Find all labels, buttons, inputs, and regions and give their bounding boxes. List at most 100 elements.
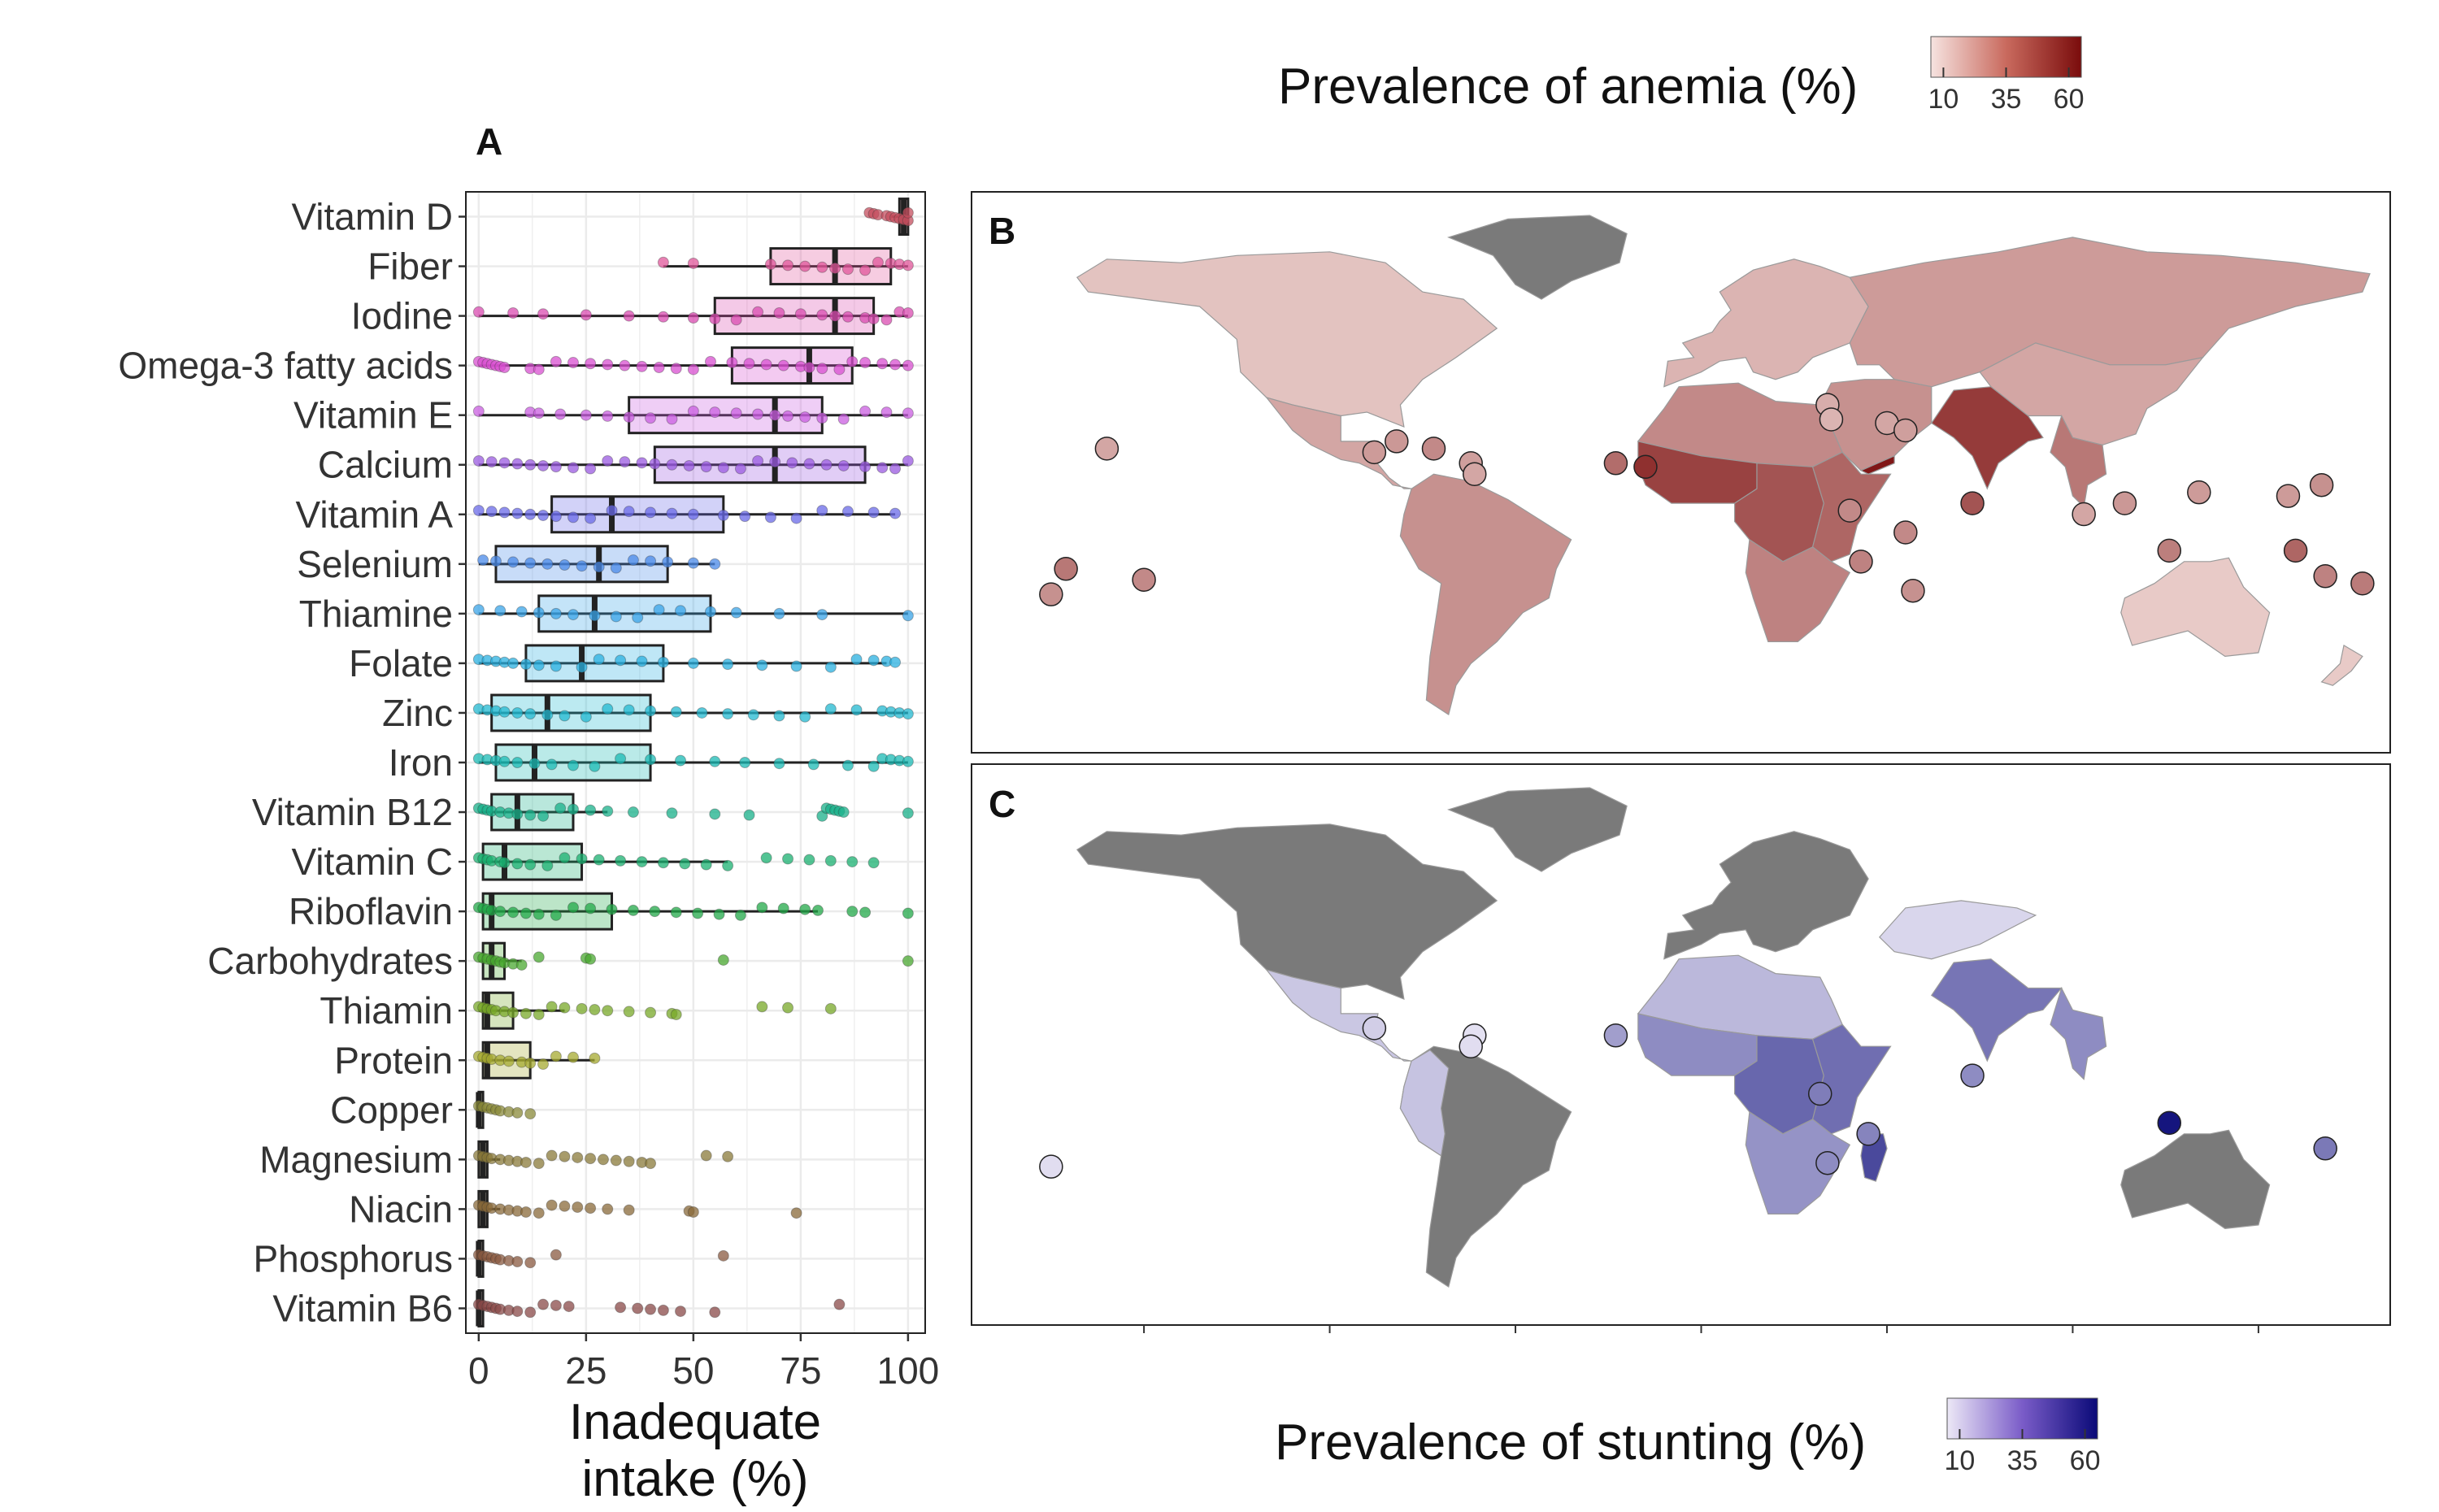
- data-point: [636, 655, 648, 667]
- data-point: [589, 760, 601, 772]
- data-point: [507, 1006, 520, 1019]
- category-label: Omega-3 fatty acids: [118, 345, 453, 387]
- panel-c-island-points: [1039, 1016, 2337, 1179]
- data-point: [550, 461, 562, 473]
- panel-a-boxplot: A Vitamin D Fiber Iodine Omega-3 fatty acid…: [118, 120, 939, 1507]
- data-point: [511, 808, 524, 820]
- data-point: [489, 555, 502, 567]
- data-point: [876, 358, 889, 370]
- data-point: [709, 313, 721, 325]
- data-point: [623, 1006, 635, 1018]
- data-point: [511, 1256, 524, 1268]
- island-point: [1421, 437, 1446, 461]
- data-point: [679, 858, 691, 870]
- data-point: [782, 259, 794, 272]
- island-point: [1385, 429, 1409, 454]
- data-point: [632, 1302, 644, 1314]
- island-point: [1603, 451, 1628, 476]
- data-point: [645, 506, 657, 519]
- data-point: [623, 1155, 635, 1167]
- legend-tick-label: 35: [1991, 84, 2022, 115]
- data-point: [803, 458, 815, 470]
- data-point: [799, 710, 811, 723]
- data-point: [541, 558, 554, 570]
- data-point: [593, 561, 605, 573]
- data-point: [477, 554, 489, 567]
- region-southeast-asia: [2050, 414, 2107, 508]
- data-point: [872, 256, 884, 268]
- data-point: [524, 809, 537, 821]
- data-point: [902, 755, 914, 767]
- data-point: [507, 556, 520, 568]
- data-point: [524, 1108, 537, 1120]
- data-point: [537, 1058, 550, 1071]
- data-point: [846, 355, 859, 367]
- island-point: [1960, 491, 1985, 515]
- region-australia: [2120, 557, 2271, 658]
- data-point: [687, 312, 699, 324]
- island-point: [1054, 557, 1078, 581]
- data-point: [550, 1050, 562, 1062]
- data-point: [645, 1303, 657, 1315]
- data-point: [807, 758, 820, 771]
- data-point: [619, 359, 631, 371]
- data-point: [576, 1002, 588, 1015]
- data-point: [782, 853, 794, 865]
- data-point: [666, 807, 678, 819]
- data-point: [700, 858, 712, 871]
- island-point: [1132, 567, 1156, 592]
- data-point: [709, 808, 721, 820]
- data-point: [752, 306, 764, 318]
- legend-tick-label: 60: [2054, 84, 2085, 115]
- island-point: [1849, 550, 1873, 574]
- data-point: [623, 506, 635, 518]
- island-point: [2313, 564, 2337, 589]
- data-point: [670, 906, 682, 919]
- data-point: [790, 1207, 802, 1219]
- region-north-america: [1076, 823, 1498, 1000]
- panel-c-legend-title: Prevalence of stunting (%): [1275, 1414, 1866, 1471]
- island-point: [1039, 1154, 1063, 1179]
- data-point: [567, 902, 580, 914]
- data-point: [550, 909, 562, 921]
- data-point: [833, 363, 846, 376]
- island-point: [2157, 1110, 2181, 1136]
- data-point: [580, 710, 592, 723]
- data-point: [627, 554, 639, 567]
- category-label: Calcium: [318, 444, 453, 486]
- island-point: [1362, 440, 1387, 465]
- data-point: [880, 314, 893, 326]
- data-point: [687, 508, 699, 520]
- data-point: [756, 902, 768, 914]
- data-point: [554, 802, 567, 815]
- data-point: [528, 758, 541, 770]
- data-point: [567, 803, 580, 815]
- island-point: [1603, 1023, 1628, 1048]
- data-point: [687, 405, 699, 417]
- data-point: [696, 706, 708, 719]
- island-point: [1893, 418, 1918, 443]
- data-point: [524, 458, 537, 471]
- data-point: [537, 459, 550, 471]
- data-point: [627, 806, 639, 819]
- data-point: [602, 703, 614, 715]
- data-point: [687, 1206, 699, 1218]
- data-point: [511, 458, 524, 470]
- data-point: [700, 461, 712, 473]
- island-point: [1362, 1016, 1387, 1041]
- data-point: [730, 314, 742, 326]
- panel-a-letter: A: [476, 120, 502, 163]
- data-point: [649, 906, 661, 918]
- data-point: [739, 757, 751, 768]
- data-point: [889, 656, 902, 668]
- data-point: [602, 410, 614, 422]
- panel-c-legend-ticks: 10 35 60: [1945, 1429, 2100, 1476]
- data-point: [615, 753, 627, 765]
- data-point: [550, 1299, 562, 1311]
- category-label: Thiamine: [299, 593, 453, 635]
- data-point: [567, 1051, 580, 1063]
- data-point: [533, 1009, 545, 1021]
- data-point: [824, 703, 837, 715]
- data-point: [627, 904, 639, 916]
